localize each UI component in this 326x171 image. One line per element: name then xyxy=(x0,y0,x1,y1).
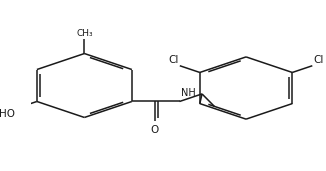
Text: O: O xyxy=(151,125,159,135)
Text: NH: NH xyxy=(181,88,196,98)
Text: HO: HO xyxy=(0,109,15,119)
Text: CH₃: CH₃ xyxy=(76,29,93,38)
Text: Cl: Cl xyxy=(168,55,179,65)
Text: Cl: Cl xyxy=(314,55,324,65)
